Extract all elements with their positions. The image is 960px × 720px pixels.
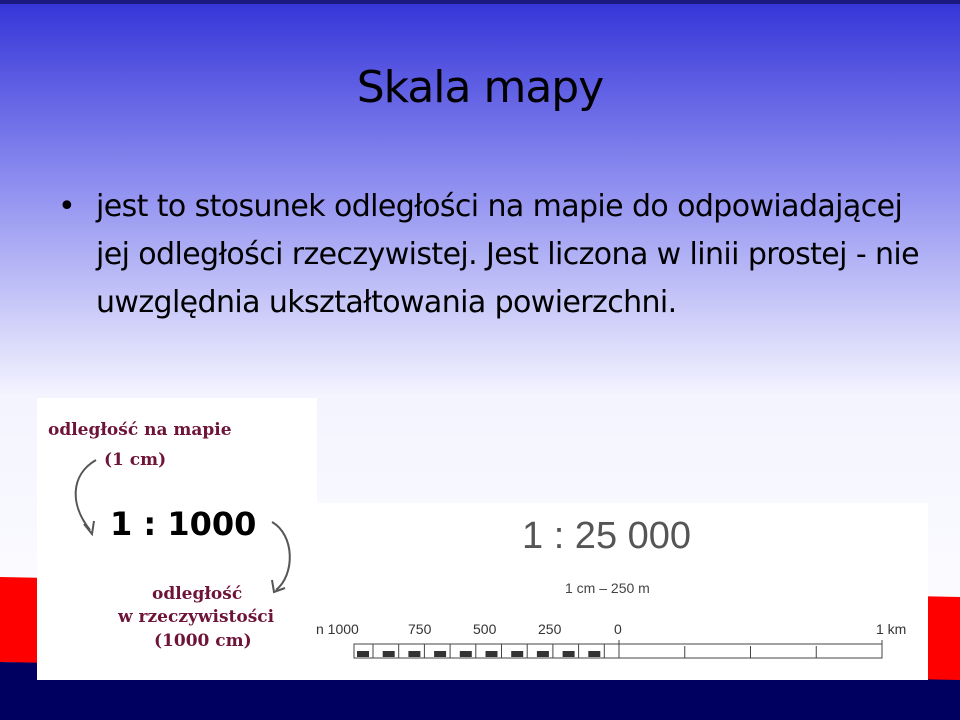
map-distance-value: (1 cm) [104,450,167,470]
real-distance-label-2: w rzeczywistości [118,607,275,627]
scale-ratio-25000: 1 : 25 000 [522,515,692,557]
curved-arrow-icon [271,521,291,591]
scale-bar-segment [562,651,575,657]
scale-bar-segment [511,651,524,657]
scale-ratio: 1 : 1000 [110,505,257,543]
scale-tick-label: 0 [614,621,622,637]
scale-bar-segment [588,651,601,657]
bullet-point: • jest to stosunek odległości na mapie d… [58,183,938,327]
slide-title: Skala mapy [356,62,605,113]
bullet-text: jest to stosunek odległości na mapie do … [96,189,920,320]
scale-bar-segment [459,651,472,657]
bullet-marker: • [58,189,76,224]
scale-tick-label: 250 [538,621,562,637]
scale-bar-segment [434,651,447,657]
scale-bar-segment [485,651,498,657]
scale-bar-segment [408,651,421,657]
scale-bar-image [317,503,928,680]
scale-bar-outline [353,643,883,659]
real-distance-value: (1000 cm) [154,631,252,651]
scale-tick-label: 750 [408,621,432,637]
curved-arrow-icon [74,459,97,531]
scale-bar-segment [536,651,549,657]
scale-tick-label: 1 km [876,621,907,637]
scale-tick-label: n 1000 [316,621,359,637]
scale-explanation-box [37,398,317,680]
real-distance-label: odległość [152,584,243,604]
scale-bar-segment [382,651,395,657]
scale-tick-label: 500 [473,621,497,637]
map-distance-label: odległość na mapie [48,420,232,440]
scale-bar-segment [357,651,369,657]
scale-equivalence: 1 cm – 250 m [565,580,650,596]
